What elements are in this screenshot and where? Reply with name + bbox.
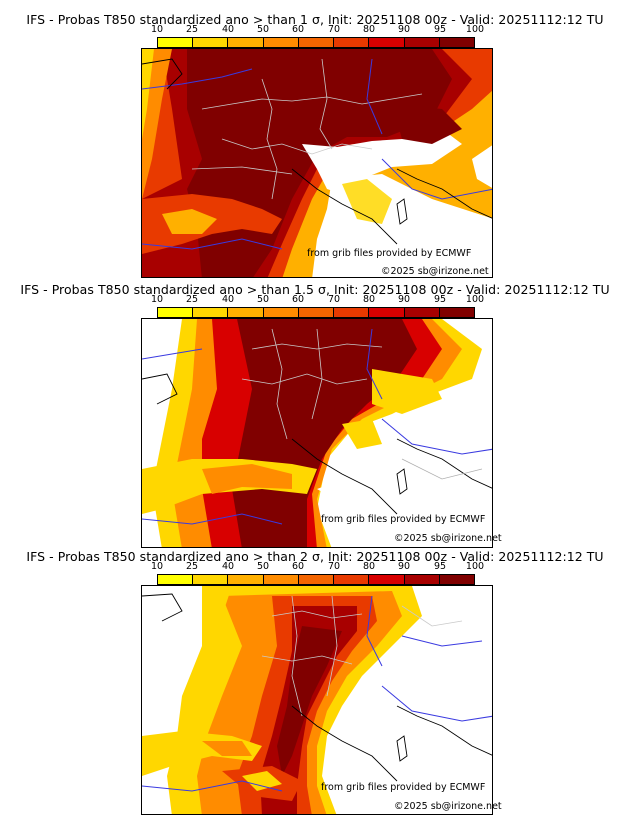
map-panel-2: IFS - Probas T850 standardized ano > tha… <box>0 282 630 552</box>
colorbar-tick: 100 <box>465 294 485 305</box>
colorbar-segment <box>228 575 264 584</box>
panel-title: IFS - Probas T850 standardized ano > tha… <box>26 549 604 564</box>
colorbar-segment <box>369 308 405 317</box>
panel-title: IFS - Probas T850 standardized ano > tha… <box>20 282 610 297</box>
colorbar-segment <box>263 38 299 47</box>
colorbar-tick: 25 <box>185 24 199 35</box>
copyright-credit: ©2025 sb@irizone.net <box>394 801 502 812</box>
map-panel-3: IFS - Probas T850 standardized ano > tha… <box>0 549 630 819</box>
colorbar-tick: 80 <box>362 24 376 35</box>
colorbar-segment <box>439 308 474 317</box>
colorbar-segment <box>193 38 229 47</box>
colorbar-tick: 70 <box>327 294 341 305</box>
map-panel-1: IFS - Probas T850 standardized ano > tha… <box>0 12 630 282</box>
colorbar-segment <box>298 308 335 317</box>
colorbar-tick: 60 <box>291 561 305 572</box>
colorbar-segment <box>158 38 194 47</box>
colorbar <box>157 574 475 585</box>
colorbar-tick: 80 <box>362 561 376 572</box>
colorbar-tick: 25 <box>185 294 199 305</box>
colorbar-segment <box>193 575 229 584</box>
colorbar-tick: 40 <box>221 294 235 305</box>
colorbar-segment <box>369 575 405 584</box>
colorbar-tick: 10 <box>150 24 164 35</box>
colorbar-segment <box>439 38 474 47</box>
colorbar-tick: 95 <box>433 294 447 305</box>
colorbar-tick: 70 <box>327 561 341 572</box>
colorbar-segment <box>334 38 370 47</box>
source-credit: from grib files provided by ECMWF <box>321 514 486 525</box>
colorbar-tick: 50 <box>256 24 270 35</box>
copyright-credit: ©2025 sb@irizone.net <box>381 266 489 277</box>
copyright-credit: ©2025 sb@irizone.net <box>394 533 502 544</box>
probability-map <box>141 318 493 548</box>
colorbar-tick: 95 <box>433 561 447 572</box>
colorbar-segment <box>228 308 264 317</box>
probability-map <box>141 585 493 815</box>
colorbar-segment <box>228 38 264 47</box>
colorbar-tick: 25 <box>185 561 199 572</box>
colorbar-tick: 90 <box>397 24 411 35</box>
colorbar-tick: 10 <box>150 561 164 572</box>
colorbar-tick: 100 <box>465 24 485 35</box>
colorbar-segment <box>334 308 370 317</box>
colorbar-tick: 40 <box>221 561 235 572</box>
colorbar-tick: 50 <box>256 561 270 572</box>
colorbar-tick: 100 <box>465 561 485 572</box>
colorbar-tick: 80 <box>362 294 376 305</box>
colorbar-tick: 10 <box>150 294 164 305</box>
colorbar-tick: 90 <box>397 294 411 305</box>
colorbar-tick: 40 <box>221 24 235 35</box>
colorbar-segment <box>158 575 194 584</box>
colorbar-segment <box>298 575 335 584</box>
colorbar-segment <box>334 575 370 584</box>
probability-map <box>141 48 493 278</box>
colorbar-segment <box>404 38 440 47</box>
colorbar-segment <box>193 308 229 317</box>
colorbar-segment <box>439 575 474 584</box>
colorbar-segment <box>404 308 440 317</box>
colorbar-tick: 90 <box>397 561 411 572</box>
colorbar <box>157 37 475 48</box>
colorbar-tick: 60 <box>291 24 305 35</box>
colorbar-segment <box>369 38 405 47</box>
source-credit: from grib files provided by ECMWF <box>307 248 472 259</box>
colorbar-tick: 70 <box>327 24 341 35</box>
colorbar-segment <box>263 575 299 584</box>
colorbar-segment <box>298 38 335 47</box>
colorbar-segment <box>404 575 440 584</box>
colorbar-tick: 95 <box>433 24 447 35</box>
source-credit: from grib files provided by ECMWF <box>321 782 486 793</box>
colorbar-segment <box>158 308 194 317</box>
colorbar-tick: 60 <box>291 294 305 305</box>
colorbar <box>157 307 475 318</box>
colorbar-segment <box>263 308 299 317</box>
panel-title: IFS - Probas T850 standardized ano > tha… <box>26 12 604 27</box>
colorbar-tick: 50 <box>256 294 270 305</box>
